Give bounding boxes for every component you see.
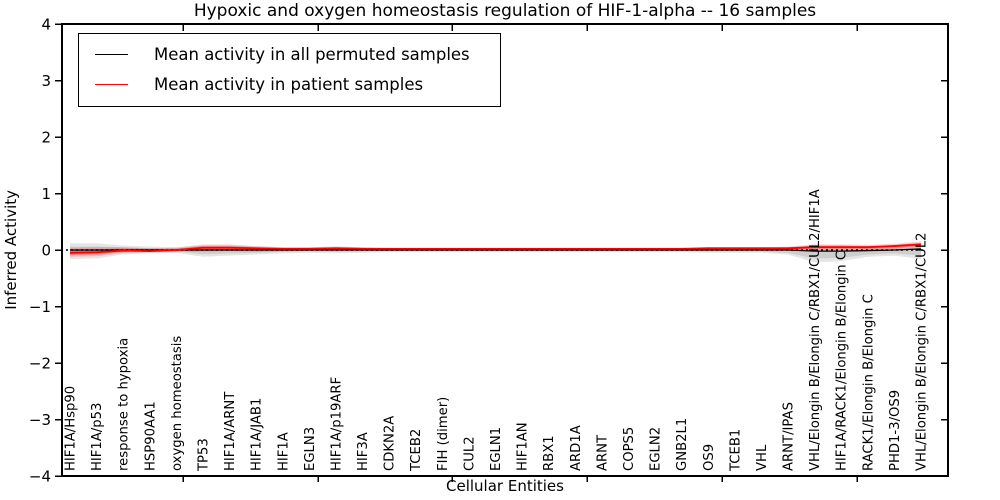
- x-tick-label: TCEB1: [728, 429, 743, 472]
- x-tick-label: CDKN2A: [383, 416, 398, 471]
- legend-label-permuted: Mean activity in all permuted samples: [154, 44, 470, 64]
- x-tick-label: ARNT/IPAS: [782, 402, 797, 471]
- y-tick-label: −3: [29, 411, 51, 429]
- x-tick-label: oxygen homeostasis: [170, 336, 185, 471]
- x-tick-label: HIF3A: [356, 432, 371, 471]
- legend-label-patient: Mean activity in patient samples: [154, 74, 424, 94]
- x-tick-label: EGLN3: [303, 427, 318, 471]
- x-tick-label: HIF1A/ARNT: [223, 391, 238, 471]
- x-tick-label: HIF1A/p19ARF: [329, 377, 344, 471]
- x-tick-label: EGLN1: [489, 427, 504, 471]
- y-tick-label: 3: [41, 72, 51, 90]
- x-axis-label: Cellular Entities: [446, 477, 564, 495]
- x-tick-label: TP53: [196, 438, 211, 472]
- patient-mean-line: [69, 243, 922, 254]
- x-tick-label: RACK1/Elongin B/Elongin C: [861, 294, 876, 471]
- x-tick-label: PHD1-3/OS9: [888, 390, 903, 471]
- x-tick-label: VHL/Elongin B/Elongin C/RBX1/CUL2/HIF1A: [808, 189, 823, 471]
- x-tick-label: HIF1A: [276, 432, 291, 471]
- legend-item-permuted: Mean activity in all permuted samples: [95, 39, 470, 69]
- y-tick-label: −2: [29, 355, 51, 373]
- y-tick-label: 2: [41, 129, 51, 147]
- x-tick-label: response to hypoxia: [117, 338, 132, 471]
- x-tick-label: HIF1AN: [516, 422, 531, 471]
- x-tick-label: OS9: [702, 444, 717, 471]
- y-tick-label: 1: [41, 185, 51, 203]
- x-tick-label: CUL2: [462, 436, 477, 471]
- y-tick-label: 4: [41, 16, 51, 34]
- x-tick-label: FIH (dimer): [436, 397, 451, 471]
- x-tick-label: TCEB2: [409, 429, 424, 472]
- x-tick-label: HSP90AA1: [143, 401, 158, 471]
- permuted-mean-line: [70, 248, 922, 252]
- x-tick-label: ARNT: [595, 434, 610, 471]
- legend: Mean activity in all permuted samples Me…: [78, 33, 501, 107]
- x-tick-label: EGLN2: [649, 427, 664, 471]
- legend-line-permuted-icon: [95, 53, 128, 55]
- x-tick-label: VHL: [755, 444, 770, 471]
- y-tick-label: 0: [41, 242, 51, 260]
- x-tick-label: HIF1A/p53: [90, 403, 105, 471]
- legend-line-patient-icon: [95, 83, 128, 85]
- x-tick-label: HIF1A/RACK1/Elongin B/Elongin C: [835, 251, 850, 471]
- x-tick-label: ARD1A: [569, 425, 584, 471]
- y-tick-label: −1: [29, 298, 51, 316]
- y-tick-label: −4: [29, 468, 51, 486]
- legend-item-patient: Mean activity in patient samples: [95, 69, 470, 99]
- x-tick-label: GNB2L1: [675, 418, 690, 471]
- x-tick-label: RBX1: [542, 435, 557, 471]
- x-tick-label: COPS5: [622, 427, 637, 471]
- x-tick-label: VHL/Elongin B/Elongin C/RBX1/CUL2: [915, 232, 930, 471]
- x-tick-label: HIF1A/JAB1: [250, 398, 265, 471]
- x-tick-label: HIF1A/Hsp90: [64, 386, 79, 471]
- chart-title: Hypoxic and oxygen homeostasis regulatio…: [193, 1, 817, 21]
